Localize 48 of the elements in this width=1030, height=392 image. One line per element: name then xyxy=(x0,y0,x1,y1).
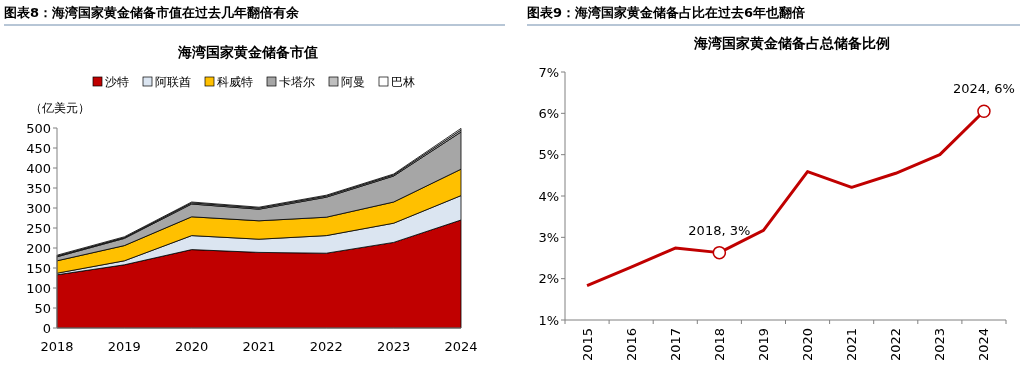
legend-label: 巴林 xyxy=(391,75,415,89)
y-tick-label: 100 xyxy=(26,280,51,296)
x-tick-label: 2019 xyxy=(755,328,771,362)
y-tick-label: 7% xyxy=(538,64,559,80)
x-tick-label: 2016 xyxy=(623,328,639,362)
x-tick-label: 2022 xyxy=(888,328,904,362)
annotation: 2018, 3% xyxy=(688,222,751,238)
legend-label: 阿曼 xyxy=(341,75,365,89)
y-tick-label: 400 xyxy=(26,160,51,176)
legend-label: 阿联酋 xyxy=(155,75,191,89)
y-tick-label: 5% xyxy=(538,147,559,163)
legend-label: 卡塔尔 xyxy=(279,75,315,89)
y-tick-label: 300 xyxy=(26,200,51,216)
y-tick-label: 50 xyxy=(34,300,51,316)
y-tick-label: 0 xyxy=(42,320,51,336)
legend-label: 科威特 xyxy=(217,75,253,89)
y-axis-title: （亿美元） xyxy=(30,101,90,115)
x-tick-label: 2018 xyxy=(40,339,74,354)
x-tick-label: 2020 xyxy=(800,328,816,362)
y-tick-label: 150 xyxy=(26,260,51,276)
chart-subtitle: 海湾国家黄金储备市值 xyxy=(176,44,318,60)
chart-title: 图表8：海湾国家黄金储备市值在过去几年翻倍有余 xyxy=(4,5,301,20)
x-tick-label: 2020 xyxy=(175,339,209,354)
x-tick-label: 2015 xyxy=(579,328,595,362)
chart-title: 图表9：海湾国家黄金储备占比在过去6年也翻倍 xyxy=(527,5,806,20)
x-tick-label: 2021 xyxy=(844,328,860,362)
y-tick-label: 2% xyxy=(538,271,559,287)
y-tick-label: 200 xyxy=(26,240,51,256)
x-tick-label: 2024 xyxy=(976,328,992,362)
y-tick-label: 250 xyxy=(26,220,51,236)
x-tick-label: 2021 xyxy=(242,339,276,354)
y-tick-label: 350 xyxy=(26,180,51,196)
y-tick-label: 450 xyxy=(26,140,51,156)
x-tick-label: 2023 xyxy=(377,339,411,354)
x-tick-label: 2017 xyxy=(667,328,683,362)
x-tick-label: 2019 xyxy=(107,339,141,354)
x-tick-label: 2018 xyxy=(711,328,727,362)
y-tick-label: 6% xyxy=(538,105,559,121)
y-tick-label: 3% xyxy=(538,229,559,245)
legend-label: 沙特 xyxy=(105,75,129,89)
x-tick-label: 2022 xyxy=(309,339,343,354)
y-tick-label: 4% xyxy=(538,188,559,204)
y-tick-label: 1% xyxy=(538,312,559,328)
x-tick-label: 2023 xyxy=(932,328,948,362)
y-tick-label: 500 xyxy=(26,120,51,136)
x-tick-label: 2024 xyxy=(444,339,478,354)
chart-subtitle: 海湾国家黄金储备占总储备比例 xyxy=(692,35,890,51)
annotation: 2024, 6% xyxy=(952,81,1015,97)
